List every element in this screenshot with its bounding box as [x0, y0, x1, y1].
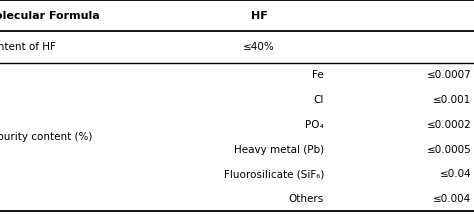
Text: Fe: Fe [312, 70, 324, 80]
Text: ≤40%: ≤40% [243, 42, 275, 52]
Text: Impurity content (%): Impurity content (%) [0, 132, 92, 142]
Text: Others: Others [289, 194, 324, 204]
Text: ≤0.001: ≤0.001 [433, 95, 472, 105]
Text: ≤0.0002: ≤0.0002 [427, 120, 472, 130]
Text: ≤0.0007: ≤0.0007 [427, 70, 472, 80]
Text: Heavy metal (Pb): Heavy metal (Pb) [234, 145, 324, 155]
Text: ≤0.004: ≤0.004 [433, 194, 472, 204]
Text: ≤0.04: ≤0.04 [440, 169, 472, 179]
Text: ≤0.0005: ≤0.0005 [427, 145, 472, 155]
Text: Content of HF: Content of HF [0, 42, 56, 52]
Text: Fluorosilicate (SiF₆): Fluorosilicate (SiF₆) [224, 169, 324, 179]
Text: PO₄: PO₄ [305, 120, 324, 130]
Text: HF: HF [251, 11, 267, 21]
Text: Cl: Cl [314, 95, 324, 105]
Text: Molecular Formula: Molecular Formula [0, 11, 100, 21]
